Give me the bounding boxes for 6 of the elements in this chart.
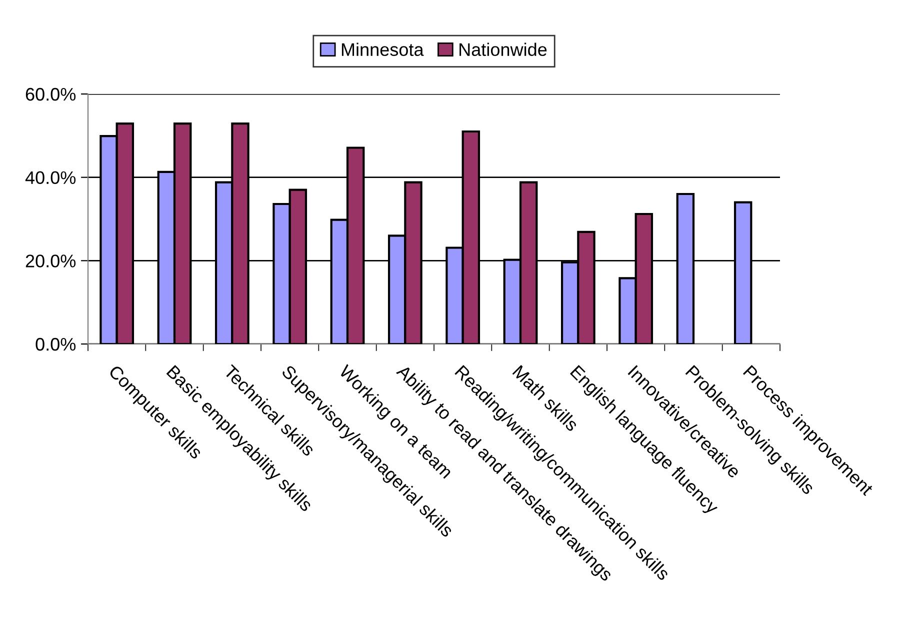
legend-label: Minnesota — [342, 42, 424, 56]
y-tick-label: 60.0% — [26, 88, 76, 101]
legend-label: Nationwide — [460, 42, 547, 56]
y-tick-label: 20.0% — [26, 254, 76, 268]
y-tick-label: 40.0% — [25, 171, 76, 184]
y-tick-label: 0.0% — [36, 338, 76, 351]
